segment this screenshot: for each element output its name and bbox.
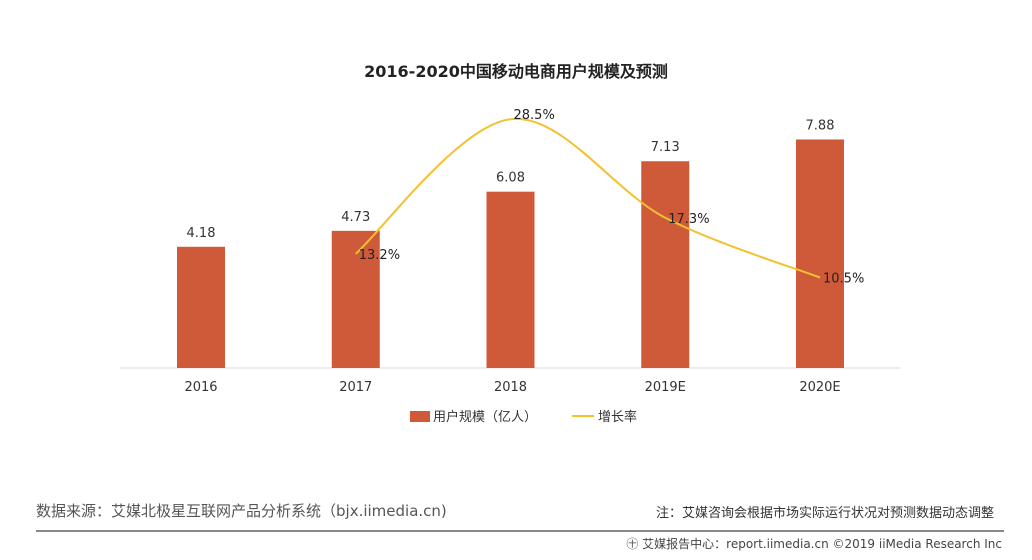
growth-rate-line: [355, 118, 821, 279]
bar-label: 7.13: [651, 140, 680, 155]
legend-line-label: 增长率: [598, 409, 637, 425]
bar-2019E: [641, 161, 690, 368]
bar-label: 7.88: [806, 118, 835, 133]
iimedia-logo-icon: ㊉: [626, 537, 643, 551]
bar-label: 4.18: [187, 226, 216, 241]
legend-bar-swatch: [410, 411, 430, 422]
data-source: 数据来源：艾媒北极星互联网产品分析系统（bjx.iimedia.cn): [36, 502, 447, 520]
credit: ㊉ 艾媒报告中心：report.iimedia.cn ©2019 iiMedia…: [626, 535, 1002, 552]
x-tick-label: 2016: [184, 380, 217, 395]
line-label: 10.5%: [823, 272, 864, 287]
x-tick-label: 2018: [494, 380, 527, 395]
note: 注：艾媒咨询会根据市场实际运行状况对预测数据动态调整: [655, 506, 994, 521]
divider: [36, 530, 1004, 532]
line-label: 28.5%: [514, 108, 555, 123]
credit-text: 艾媒报告中心：report.iimedia.cn ©2019 iiMedia R…: [642, 537, 1002, 551]
bar-2016: [177, 246, 225, 368]
line-label: 17.3%: [668, 212, 709, 227]
legend-bar-label: 用户规模（亿人）: [433, 409, 537, 425]
bar-2018: [486, 191, 535, 368]
x-tick-label: 2017: [339, 380, 372, 395]
line-label: 13.2%: [359, 248, 400, 263]
chart-title: 2016-2020中国移动电商用户规模及预测: [364, 62, 668, 81]
x-tick-label: 2019E: [645, 380, 686, 395]
bar-label: 6.08: [496, 171, 525, 186]
bar-2020E: [796, 139, 844, 368]
bar-label: 4.73: [341, 210, 370, 225]
x-tick-label: 2020E: [799, 380, 840, 395]
